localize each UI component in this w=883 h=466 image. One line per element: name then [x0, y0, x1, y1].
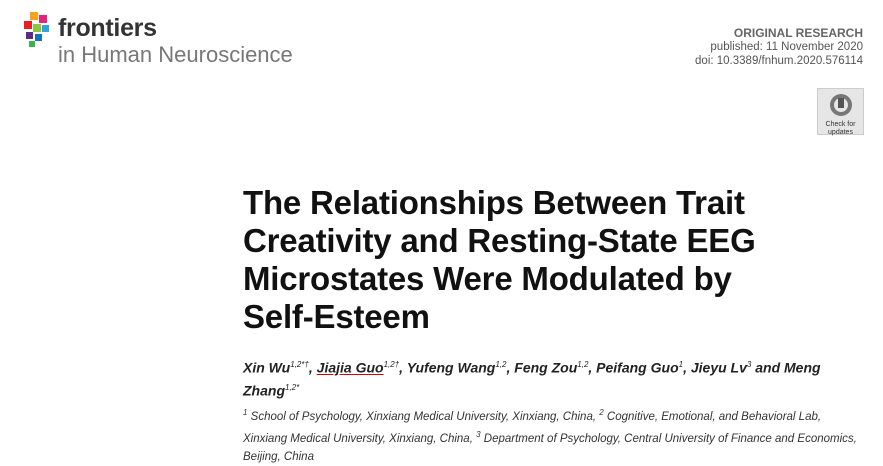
author-separator: , [308, 359, 313, 376]
badge-text: Check for [825, 121, 856, 128]
author-name: Feng Zou [514, 359, 578, 376]
author-name: Xin Wu [243, 359, 291, 376]
affiliation-text: School of Psychology, Xinxiang Medical U… [250, 410, 597, 423]
author-name: Jieyu Lv [690, 359, 747, 376]
author-separator: , [683, 359, 687, 376]
doi: doi: 10.3389/fnhum.2020.576114 [695, 55, 863, 67]
page: frontiers in Human Neuroscience ORIGINAL… [24, 12, 864, 463]
affiliation-text: Cognitive, Emotional, and Behavioral Lab… [243, 410, 822, 445]
journal-name: in Human Neuroscience [58, 42, 293, 67]
author-affiliation-mark: 1 [678, 360, 684, 369]
author-separator: , [588, 359, 593, 376]
affiliations: 1 School of Psychology, Xinxiang Medical… [243, 404, 863, 466]
title-line: Microstates Were Modulated by [243, 260, 732, 297]
author-name: Peifang Guo [596, 359, 679, 376]
check-updates-badge[interactable]: Check for updates [817, 88, 864, 136]
author-list: Xin Wu1,2*†, Jiajia Guo1,2†, Yufeng Wang… [243, 355, 823, 400]
author-affiliation-mark: 3 [746, 360, 752, 369]
affiliation-number: 1 [243, 408, 248, 417]
author-affiliation-mark: 1,2† [383, 360, 400, 369]
title-line: Creativity and Resting-State EEG [243, 222, 756, 259]
author-affiliation-mark: 1,2*† [290, 360, 309, 369]
article-type: ORIGINAL RESEARCH [733, 26, 863, 40]
author-name: Jiajia Guo [316, 359, 384, 376]
author-affiliation-mark: 1,2 [577, 360, 589, 369]
affiliation-number: 2 [599, 408, 604, 417]
title-line: The Relationships Between Trait [243, 184, 745, 221]
author-name: Yufeng Wang [406, 359, 496, 376]
published-date: published: 11 November 2020 [710, 41, 863, 53]
article-title: The Relationships Between Trait Creativit… [243, 184, 756, 336]
badge-icon [829, 94, 852, 116]
author-affiliation-mark: 1,2 [495, 360, 507, 369]
article-meta: ORIGINAL RESEARCH published: 11 November… [695, 26, 863, 68]
author-separator: and [751, 359, 781, 376]
badge-text: updates [828, 129, 853, 136]
author-affiliation-mark: 1,2* [285, 382, 300, 392]
affiliation-number: 3 [476, 429, 481, 439]
logo-icon [24, 12, 49, 47]
author-separator: , [399, 359, 404, 376]
journal-brand: frontiers [58, 14, 157, 42]
title-line: Self-Esteem [243, 298, 430, 335]
author-separator: , [506, 359, 511, 376]
author-name: Meng Zhang [243, 359, 821, 399]
